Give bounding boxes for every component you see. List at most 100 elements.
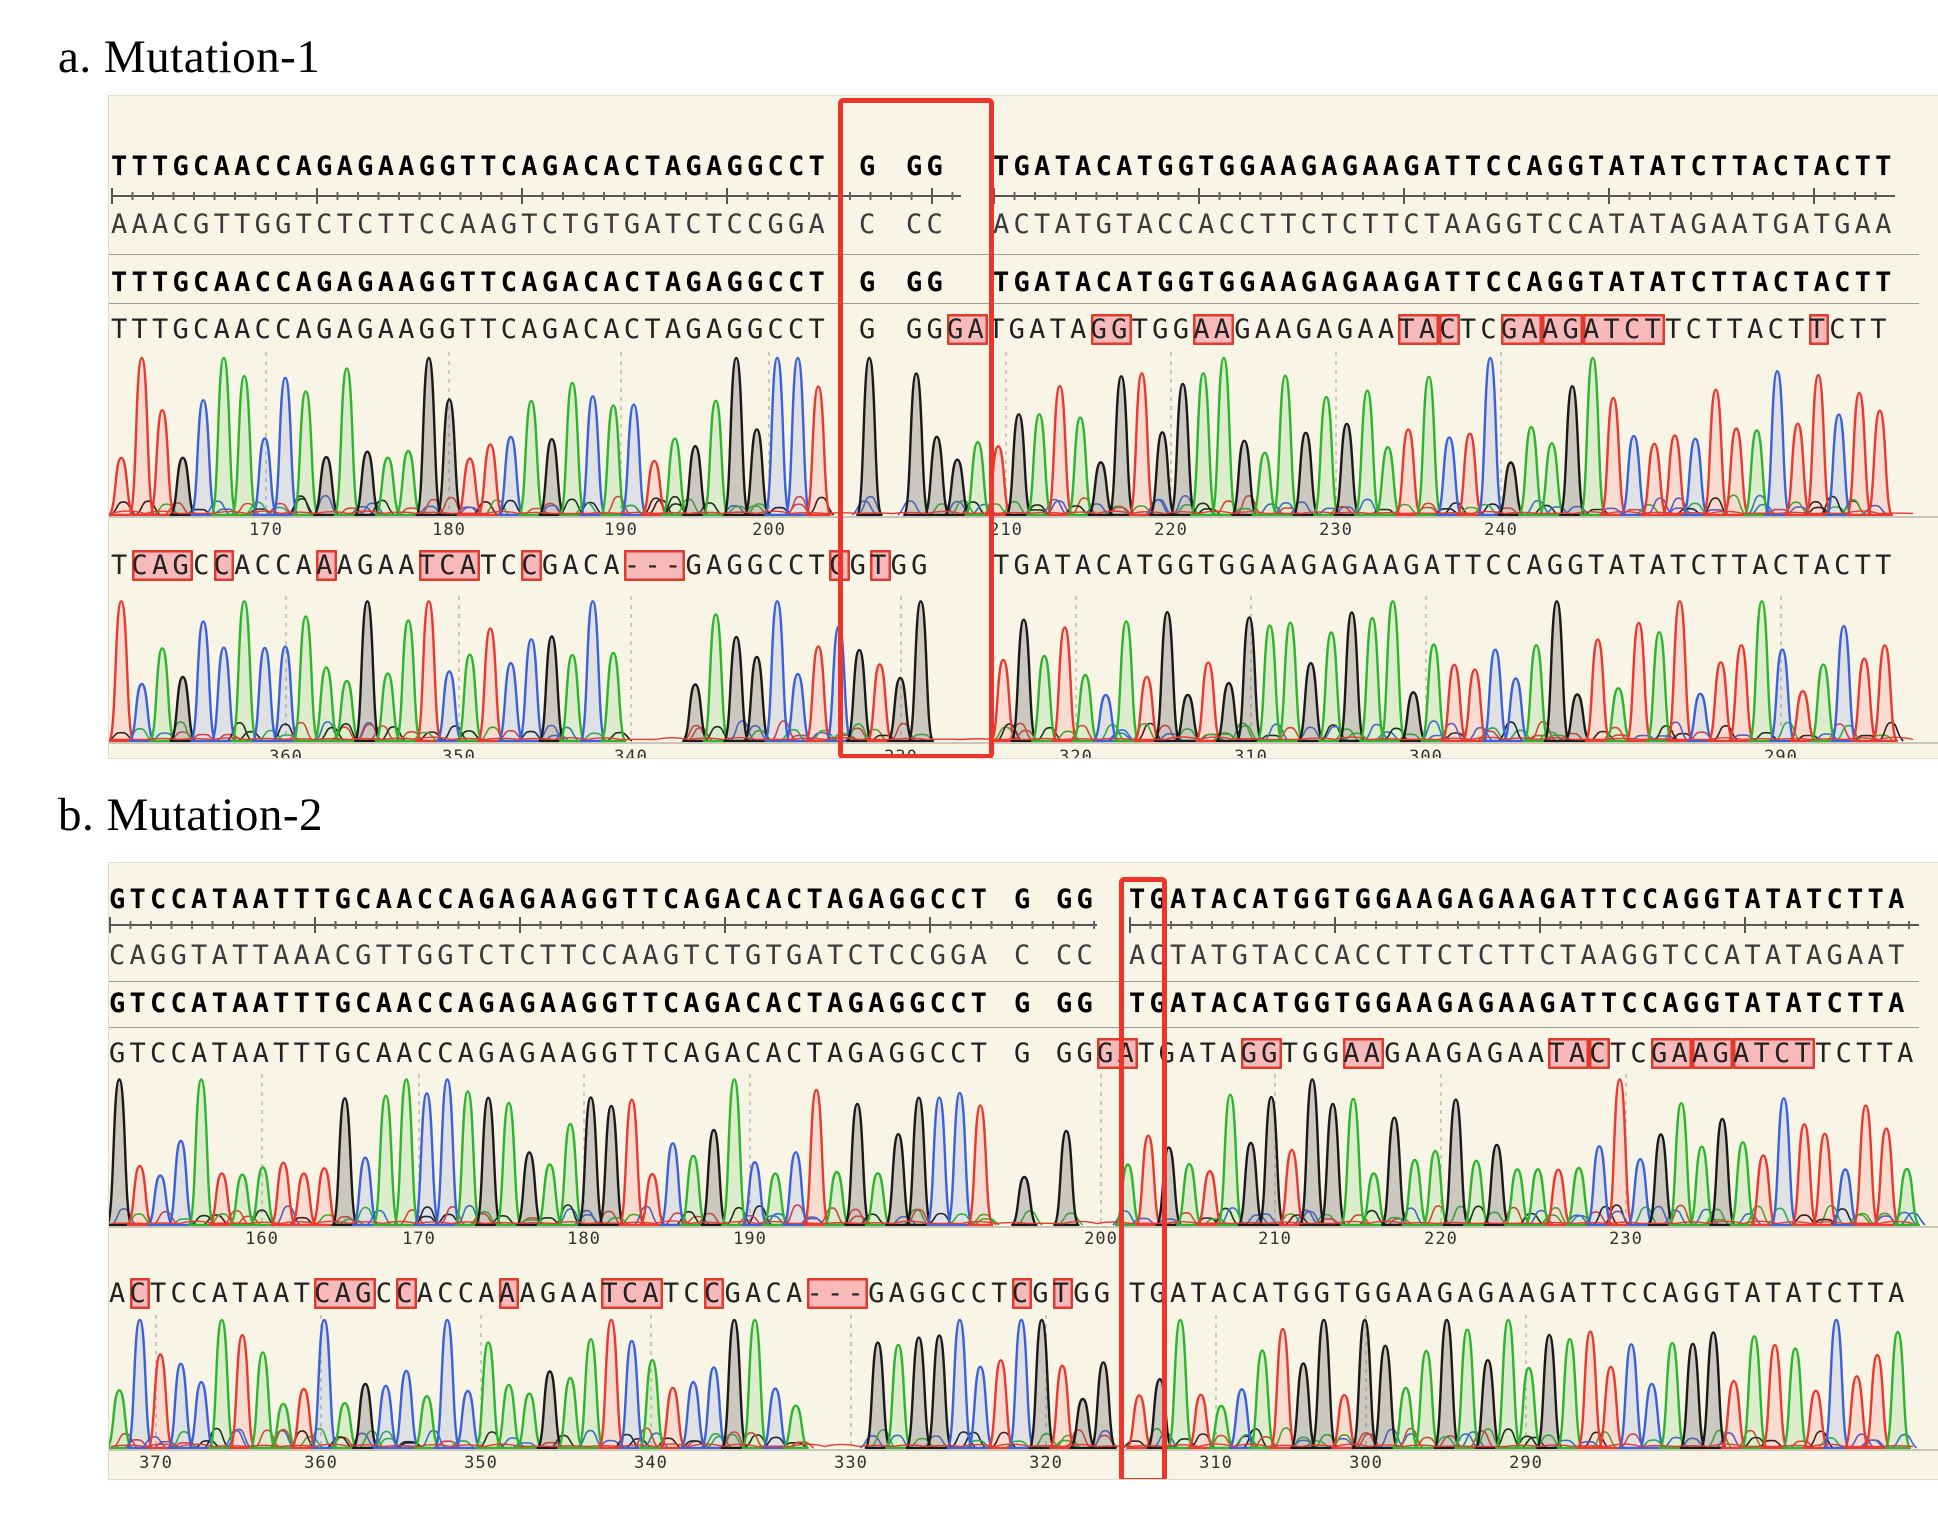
base-run: TTTGCAACCAGAGAAGGTTCAGACACTAGAGGCCT xyxy=(111,151,830,182)
position-label: 370 xyxy=(139,1453,173,1473)
position-label: 310 xyxy=(1234,747,1268,759)
position-label: 340 xyxy=(634,1453,668,1473)
sequence-segment: GTCCATAATTTGCAACCAGAGAAGGTTCAGACACTAGAGG… xyxy=(109,1039,991,1069)
sequence-segment: ACTATGTACCACCTTCTCTTCTAAGGTCCATATAGAATGA… xyxy=(993,210,1896,240)
base-mismatch-highlight: --- xyxy=(623,550,686,581)
base-run: GTCCATAATTTGCAACCAGAGAAGGTTCAGACACTAGAGG… xyxy=(109,988,992,1019)
base-run: GAGGCCT xyxy=(685,550,830,581)
position-label: 230 xyxy=(1319,520,1353,540)
base-run: ACCA xyxy=(416,1278,499,1309)
base-run: GAAGAGAA xyxy=(1384,1038,1549,1069)
base-mismatch-highlight: GG xyxy=(1240,1038,1282,1069)
base-run: GG xyxy=(1056,1038,1098,1069)
position-label: 190 xyxy=(604,520,638,540)
base-mismatch-highlight: C xyxy=(213,550,235,581)
base-run: TC xyxy=(1609,1038,1651,1069)
sequence-segment: GTCCATAATTTGCAACCAGAGAAGGTTCAGACACTAGAGG… xyxy=(109,885,991,915)
chromatogram-panel-mutation-2: GTCCATAATTTGCAACCAGAGAAGGTTCAGACACTAGAGG… xyxy=(108,862,1938,1480)
base-mismatch-highlight: C xyxy=(129,1278,151,1309)
position-label: 200 xyxy=(1084,1229,1118,1249)
base-run: GTCCATAATTTGCAACCAGAGAAGGTTCAGACACTAGAGG… xyxy=(109,1038,992,1069)
forward-chromatogram-trace xyxy=(109,1074,1938,1228)
base-run: GG xyxy=(1073,1278,1115,1309)
row-divider xyxy=(109,303,1919,304)
base-mismatch-highlight: T xyxy=(870,550,891,581)
base-run: ACTATGTACCACCTTCTCTTCTAAGGTCCATATAGAATGA… xyxy=(993,209,1896,240)
base-run: C xyxy=(859,209,880,240)
base-run: G xyxy=(1014,988,1035,1019)
sequence-segment: TGATACATGGTGGAAGAGAAGATTCCAGGTATATCTTA xyxy=(1129,989,1909,1019)
base-run: TCCATAAT xyxy=(150,1278,315,1309)
base-run: TGATACATGGTGGAAGAGAAGATTCCAGGTATATCTTACT… xyxy=(993,550,1896,581)
base-mismatch-highlight: A xyxy=(316,550,337,581)
position-label: 170 xyxy=(402,1229,436,1249)
base-run: GAGGCCT xyxy=(868,1278,1012,1309)
base-mismatch-highlight: A xyxy=(498,1278,520,1309)
position-label: 190 xyxy=(733,1229,767,1249)
position-label: 170 xyxy=(249,520,283,540)
base-run: TC xyxy=(662,1278,704,1309)
base-run: GACA xyxy=(541,550,624,581)
base-run: ACTATGTACCACCTTCTCTTCTAAGGTCCATATAGAAT xyxy=(1129,940,1909,971)
base-mismatch-highlight: C xyxy=(396,1278,417,1309)
sequence-segment: CAGGTATTAAACGTTGGTCTCTTCCAAGTCTGTGATCTCC… xyxy=(109,941,991,971)
complement-sequence-row: CAGGTATTAAACGTTGGTCTCTTCCAAGTCTGTGATCTCC… xyxy=(109,941,1938,971)
base-run: CAGGTATTAAACGTTGGTCTCTTCCAAGTCTGTGATCTCC… xyxy=(109,940,992,971)
sequence-segment: G xyxy=(1014,885,1035,915)
base-run: GG xyxy=(1056,988,1098,1019)
sequence-segment: GG xyxy=(906,268,947,298)
base-run: TGATACATGGTGGAAGAGAAGATTCCAGGTATATCTTACT… xyxy=(993,267,1896,298)
base-run: TC xyxy=(1459,314,1501,345)
base-mismatch-highlight: C xyxy=(1011,1278,1033,1309)
position-label: 330 xyxy=(834,1453,868,1473)
position-label: 220 xyxy=(1154,520,1188,540)
base-run: GG xyxy=(906,314,948,345)
base-mismatch-highlight: TA xyxy=(1398,314,1440,345)
base-mismatch-highlight: GA xyxy=(1097,1038,1139,1069)
position-label: 230 xyxy=(1609,1229,1643,1249)
position-label: 210 xyxy=(989,520,1023,540)
base-run: C xyxy=(375,1278,397,1309)
reverse-position-numbers: 370 360 350 340 330 320 310 300 290 xyxy=(109,1453,1938,1473)
position-label: 330 xyxy=(884,747,918,759)
position-label: 180 xyxy=(432,520,466,540)
sequence-segment: G xyxy=(1014,989,1035,1019)
panel-b-title: b. Mutation-2 xyxy=(58,789,323,841)
forward-read-basecall-row: TTTGCAACCAGAGAAGGTTCAGACACTAGAGGCCT G GGGA… xyxy=(109,314,1938,345)
base-run: GG xyxy=(906,267,948,298)
forward-position-numbers: 160 170 180 190 200 210 220 230 xyxy=(109,1229,1938,1249)
base-run: GACA xyxy=(724,1278,807,1309)
base-run: T xyxy=(111,550,132,581)
ruler-segment xyxy=(993,188,1895,204)
forward-chromatogram-trace xyxy=(109,352,1938,518)
base-run: TGG xyxy=(1131,314,1194,345)
position-label: 320 xyxy=(1029,1453,1063,1473)
base-run: TGATA xyxy=(988,314,1091,345)
base-run: CC xyxy=(1056,940,1098,971)
position-label: 300 xyxy=(1409,747,1443,759)
reference-sequence-row: GTCCATAATTTGCAACCAGAGAAGGTTCAGACACTAGAGG… xyxy=(109,885,1938,915)
base-run: GG xyxy=(1056,884,1098,915)
row-divider xyxy=(109,1027,1919,1028)
base-run: GTCCATAATTTGCAACCAGAGAAGGTTCAGACACTAGAGG… xyxy=(109,884,992,915)
base-run: G xyxy=(859,314,880,345)
position-label: 180 xyxy=(567,1229,601,1249)
mutation-region-box xyxy=(838,98,994,758)
base-mismatch-highlight: C xyxy=(521,550,542,581)
base-mismatch-highlight: GA xyxy=(947,314,989,345)
base-mismatch-highlight: ATCT xyxy=(1733,1038,1816,1069)
ruler-segment xyxy=(111,188,961,204)
panel-a-title: a. Mutation-1 xyxy=(58,31,321,83)
base-mismatch-highlight: AG xyxy=(1691,1038,1734,1069)
sequence-segment: TGATACATGGTGGAAGAGAAGATTCCAGGTATATCTTACT… xyxy=(993,268,1896,298)
sequence-segment: TTTGCAACCAGAGAAGGTTCAGACACTAGAGGCCT xyxy=(111,315,829,345)
forward-read-basecall-row: GTCCATAATTTGCAACCAGAGAAGGTTCAGACACTAGAGG… xyxy=(109,1038,1938,1069)
base-run: TGG xyxy=(1281,1038,1344,1069)
base-run: G xyxy=(849,550,871,581)
position-label: 220 xyxy=(1424,1229,1458,1249)
mutation-region-box xyxy=(1119,877,1167,1479)
position-label: 290 xyxy=(1509,1453,1543,1473)
base-run: C xyxy=(1014,940,1035,971)
base-run: TCTTACT xyxy=(1665,314,1809,345)
base-run: TGATACATGGTGGAAGAGAAGATTCCAGGTATATCTTA xyxy=(1129,1278,1909,1309)
